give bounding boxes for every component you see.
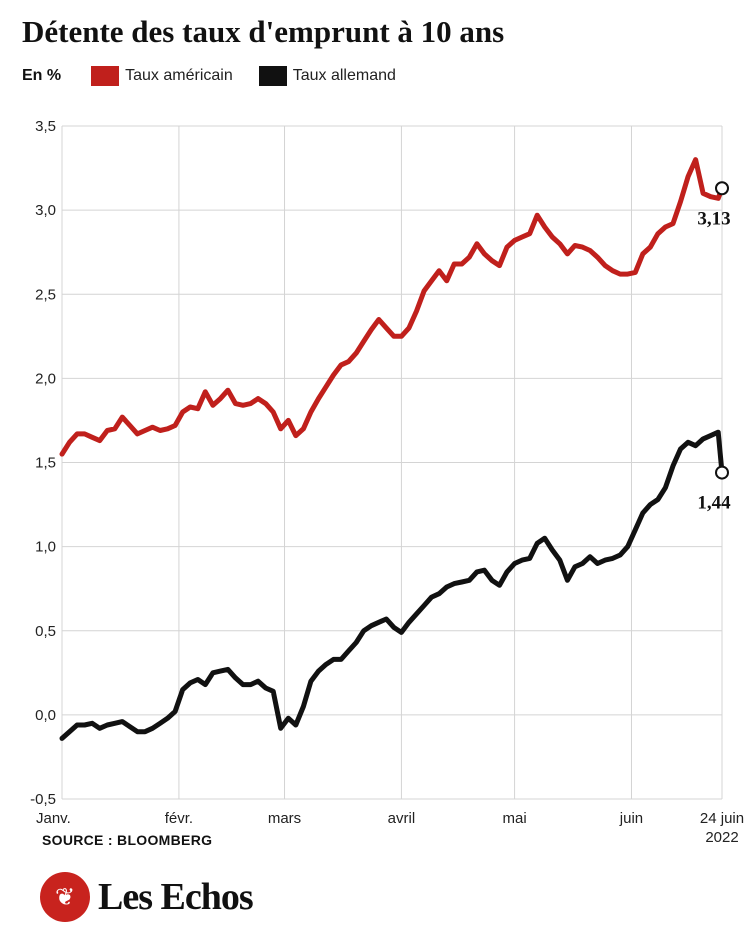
end-label-de: 1,44 bbox=[697, 493, 731, 514]
x-tick-label: mars bbox=[268, 810, 301, 827]
legend-item-us: Taux américain bbox=[91, 66, 233, 86]
y-tick-label: 0,5 bbox=[35, 623, 56, 640]
line-chart: 3,5 3,0 2,5 2,0 1,5 1,0 0,5 0,0 -0,5 Janv. févr. m… bbox=[30, 118, 744, 846]
x-tick-label: avril bbox=[388, 810, 416, 827]
y-axis-ticks: 3,5 3,0 2,5 2,0 1,5 1,0 0,5 0,0 -0,5 bbox=[30, 118, 56, 808]
legend-swatch-de bbox=[258, 66, 287, 86]
series-line-de bbox=[59, 429, 725, 741]
legend-label-us: Taux américain bbox=[125, 67, 233, 84]
source-note: SOURCE : BLOOMBERG bbox=[42, 832, 213, 848]
x-tick-label: Janv. bbox=[36, 810, 71, 827]
y-tick-label: -0,5 bbox=[30, 791, 56, 808]
brand-name: Les Echos bbox=[98, 876, 254, 918]
end-markers: 3,13 1,44 bbox=[697, 181, 731, 514]
chart-grid bbox=[61, 125, 723, 800]
y-tick-label: 3,5 bbox=[35, 118, 56, 135]
legend-swatch-us bbox=[91, 66, 120, 86]
chart-title: Détente des taux d'emprunt à 10 ans bbox=[22, 14, 505, 49]
end-label-us: 3,13 bbox=[697, 208, 730, 229]
x-tick-label: 2022 bbox=[705, 829, 738, 846]
y-tick-label: 0,0 bbox=[35, 707, 56, 724]
end-marker-de bbox=[715, 465, 729, 480]
x-axis-ticks: Janv. févr. mars avril mai juin 24 juin 2022 bbox=[36, 810, 744, 846]
y-tick-label: 1,0 bbox=[35, 539, 56, 556]
x-tick-label: juin bbox=[619, 810, 643, 827]
end-marker-us bbox=[715, 181, 729, 196]
les-echos-logo-icon: ❦ bbox=[40, 872, 90, 922]
x-tick-label: févr. bbox=[165, 810, 193, 827]
x-tick-label: 24 juin bbox=[700, 810, 744, 827]
chart-series bbox=[59, 157, 725, 741]
x-tick-label: mai bbox=[502, 810, 526, 827]
unit-label: En % bbox=[22, 67, 62, 84]
series-line-us bbox=[59, 157, 725, 457]
y-tick-label: 1,5 bbox=[35, 455, 56, 472]
legend: En % Taux américain Taux allemand bbox=[22, 66, 422, 86]
legend-item-de: Taux allemand bbox=[258, 66, 396, 86]
legend-label-de: Taux allemand bbox=[292, 67, 396, 84]
y-tick-label: 2,0 bbox=[35, 370, 56, 387]
y-tick-label: 2,5 bbox=[35, 286, 56, 303]
y-tick-label: 3,0 bbox=[35, 202, 56, 219]
brand-logo: ❦ Les Echos bbox=[40, 872, 254, 922]
